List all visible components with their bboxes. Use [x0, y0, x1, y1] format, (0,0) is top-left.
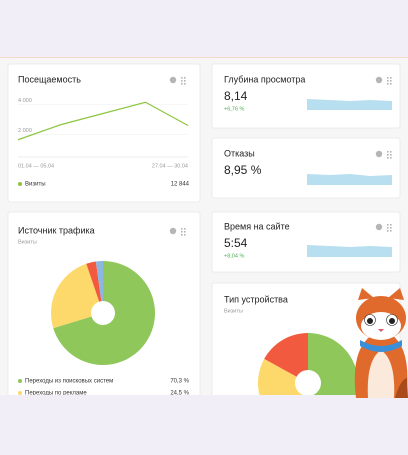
card-title: Время на сайте — [224, 221, 290, 231]
x-tick-label: 27.04 — 30.04 — [152, 163, 188, 169]
card — [211, 63, 401, 129]
y-tick-label: 2 000 — [18, 128, 32, 134]
card-title: Глубина просмотра — [224, 74, 305, 84]
legend-dot — [18, 379, 22, 383]
metric-change: +6,76 % — [224, 106, 244, 112]
y-tick-label: 4 000 — [18, 98, 32, 104]
x-tick-label: 01.04 — 05.04 — [18, 163, 54, 169]
legend-dot — [18, 391, 22, 395]
card-title: Тип устройства — [224, 294, 288, 304]
card-title: Посещаемость — [18, 74, 81, 84]
pie-slice — [264, 333, 308, 377]
card-subtitle: Визиты — [224, 308, 243, 314]
card — [7, 63, 201, 203]
pie-slice — [308, 333, 358, 395]
legend-value: 24,5 % — [170, 391, 189, 397]
legend-label: Визиты — [25, 182, 46, 188]
pie-slice — [51, 263, 100, 329]
sparklines — [307, 99, 392, 257]
line-series — [17, 101, 189, 141]
legend-dot — [18, 182, 22, 186]
card-title: Отказы — [224, 148, 255, 158]
pie-slice — [258, 358, 304, 395]
cat-illustration — [354, 288, 408, 398]
legend-label: Переходы по рекламе — [25, 391, 87, 397]
card-subtitle: Визиты — [18, 239, 37, 245]
card-title: Источник трафика — [18, 225, 95, 235]
metric-value: 8,95 % — [224, 163, 262, 177]
pie-slice — [95, 261, 103, 302]
card — [7, 211, 201, 395]
legend-value: 70,3 % — [170, 379, 189, 385]
pie-slice — [86, 261, 102, 302]
legend-total: 12 844 — [171, 182, 190, 188]
metric-value: 8,14 — [224, 89, 248, 103]
metric-change: +8,04 % — [224, 253, 244, 259]
pie-slice — [53, 261, 155, 365]
legend-label: Переходы из поисковых систем — [25, 379, 113, 385]
metric-value: 5:54 — [224, 236, 248, 250]
